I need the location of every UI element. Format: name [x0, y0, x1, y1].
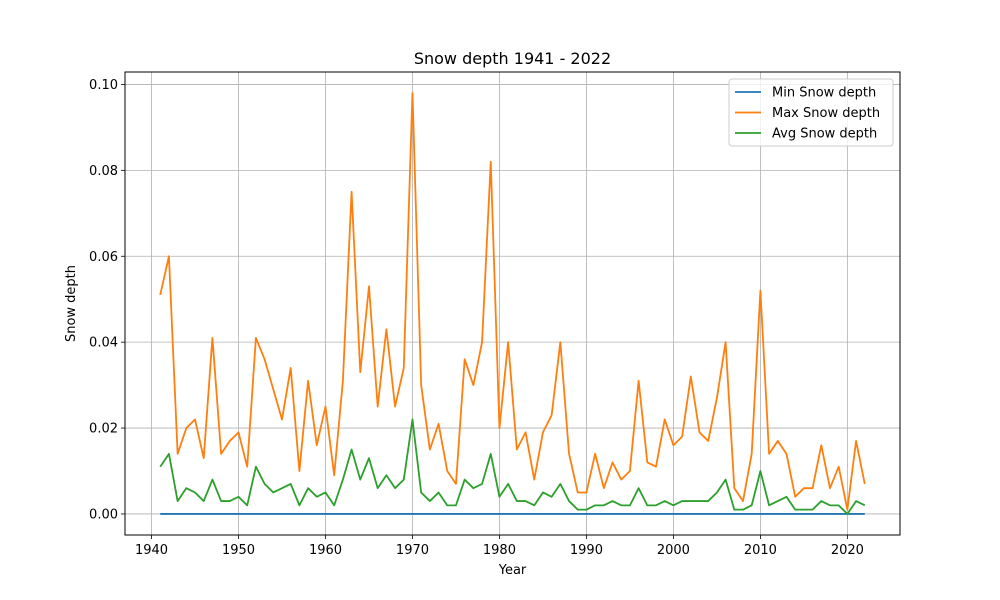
x-axis-ticks: 1940 1950 1960 1970 1980 1990 2000 2010 2020 [135, 535, 864, 558]
y-tick-label: 0.06 [89, 250, 118, 265]
x-tick-label: 2020 [831, 543, 864, 558]
plot-lines [159, 92, 866, 515]
y-tick-label: 0.04 [89, 336, 118, 351]
max-snow-depth-line [159, 92, 866, 511]
y-axis-ticks: 0.00 0.02 0.04 0.06 0.08 0.10 [89, 78, 125, 522]
y-tick-label: 0.08 [89, 164, 118, 179]
legend: Min Snow depth Max Snow depth Avg Snow dep… [728, 78, 894, 147]
y-tick-label: 0.00 [89, 507, 118, 522]
y-axis-label: Snow depth [64, 265, 79, 342]
legend-box [728, 78, 894, 147]
legend-label-avg-snow-depth: Avg Snow depth [772, 127, 877, 142]
x-tick-label: 1940 [135, 543, 168, 558]
x-tick-label: 1950 [222, 543, 255, 558]
legend-label-min-snow-depth: Min Snow depth [772, 86, 876, 101]
x-tick-label: 2010 [744, 543, 777, 558]
x-axis-label: Year [498, 563, 527, 578]
x-tick-label: 1990 [570, 543, 603, 558]
legend-label-max-snow-depth: Max Snow depth [772, 106, 880, 121]
y-tick-label: 0.10 [89, 78, 118, 93]
plot-frame [124, 71, 901, 536]
x-tick-label: 1970 [396, 543, 429, 558]
x-tick-label: 1960 [309, 543, 342, 558]
x-tick-label: 1980 [483, 543, 516, 558]
x-tick-label: 2000 [657, 543, 690, 558]
y-tick-label: 0.02 [89, 422, 118, 437]
chart-title: Snow depth 1941 - 2022 [414, 49, 611, 68]
avg-snow-depth-line [159, 418, 866, 515]
